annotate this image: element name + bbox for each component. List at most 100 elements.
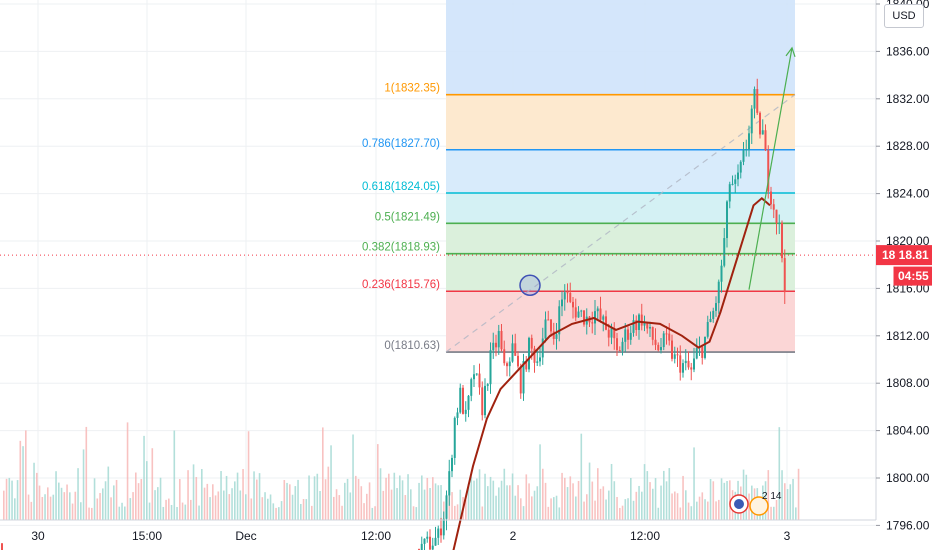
- candle-body: [767, 150, 770, 192]
- volume-bar: [415, 507, 418, 520]
- volume-bar: [385, 477, 387, 520]
- volume-bar: [192, 464, 195, 520]
- candle-body: [437, 528, 440, 538]
- volume-bar: [93, 478, 96, 520]
- volume-bar: [434, 483, 437, 520]
- candle-body: [508, 361, 511, 367]
- volume-bar: [269, 494, 272, 520]
- candle-body: [558, 306, 561, 335]
- candle-body: [613, 328, 616, 339]
- volume-bar: [36, 472, 38, 520]
- volume-bar: [63, 492, 66, 520]
- volume-bar: [429, 488, 431, 520]
- candle-body: [591, 322, 594, 324]
- volume-bar: [195, 477, 198, 520]
- candle-body: [693, 358, 695, 370]
- volume-bar: [632, 500, 635, 520]
- volume-bar: [162, 506, 165, 520]
- candle-body: [528, 337, 530, 370]
- volume-bar: [489, 476, 492, 520]
- volume-bar: [278, 507, 280, 520]
- volume-bar: [33, 462, 35, 520]
- volume-bar: [660, 485, 662, 520]
- volume-bar: [410, 489, 412, 520]
- candle-body: [756, 89, 759, 113]
- candle-body: [456, 412, 459, 418]
- volume-bar: [11, 480, 13, 520]
- candle-body: [536, 361, 539, 363]
- candle-body: [423, 538, 426, 544]
- volume-bar: [126, 422, 129, 520]
- volume-bar: [184, 504, 187, 520]
- volume-bar: [30, 501, 33, 520]
- volume-bar: [588, 462, 591, 520]
- candle-body: [654, 339, 657, 345]
- volume-bar: [616, 496, 618, 520]
- volume-bar: [82, 449, 85, 520]
- volume-bar: [696, 501, 698, 520]
- candle-body: [717, 281, 720, 304]
- volume-bar: [214, 495, 217, 520]
- volume-bar: [198, 505, 200, 520]
- price-tick-label: 1828.00: [886, 139, 930, 153]
- volume-bar: [201, 469, 203, 520]
- event-badge-label: 2 14: [762, 491, 782, 502]
- volume-bar: [272, 503, 275, 520]
- candle-body: [503, 349, 506, 364]
- projection-arrow[interactable]: [748, 47, 793, 290]
- candle-body: [583, 310, 585, 325]
- candle-body: [781, 222, 783, 259]
- highlight-circle[interactable]: [519, 274, 541, 296]
- time-axis[interactable]: 30 15:00 Dec 12:00 2 12:00 3: [0, 519, 876, 543]
- volume-bar: [234, 481, 236, 520]
- volume-bar: [580, 433, 583, 520]
- candle-body: [643, 321, 646, 326]
- volume-bar: [465, 499, 467, 520]
- currency-label: USD: [892, 10, 916, 22]
- candle-body: [679, 355, 682, 373]
- volume-bar: [687, 502, 690, 520]
- volume-bar: [459, 489, 462, 520]
- volume-bar: [256, 479, 258, 520]
- volume-bar: [115, 479, 118, 520]
- candle-body: [429, 536, 431, 550]
- candle-body: [673, 354, 676, 359]
- fibonacci-retracement[interactable]: 1(1832.35) 0.786(1827.70) 0.618(1824.05) 0.…: [362, 0, 796, 353]
- candle-body: [440, 528, 442, 536]
- volume-bar: [324, 479, 327, 520]
- candle-body: [646, 321, 649, 329]
- volume-bar: [613, 481, 616, 520]
- volume-bar: [572, 483, 574, 520]
- volume-bar: [19, 440, 22, 520]
- volume-bar: [327, 466, 330, 520]
- annotations[interactable]: 2 14: [0, 46, 876, 516]
- volume-bar: [316, 473, 319, 520]
- candle-body: [742, 150, 745, 162]
- volume-bar: [179, 479, 181, 520]
- volume-bar: [399, 475, 401, 520]
- candle-body: [759, 112, 761, 135]
- event-icon[interactable]: [749, 496, 769, 516]
- volume-bar: [69, 492, 71, 520]
- volume-bar: [335, 489, 338, 520]
- volume-bar: [129, 498, 132, 520]
- candle-body: [580, 310, 583, 312]
- price-axis[interactable]: 1840.001836.001832.001828.001824.001820.…: [875, 0, 932, 532]
- volume-bar: [668, 468, 671, 520]
- volume-bar: [586, 494, 588, 520]
- volume-bar: [236, 472, 239, 520]
- volume-bar: [451, 492, 453, 520]
- volume-bar: [685, 490, 687, 520]
- volume-bar: [594, 500, 596, 520]
- volume-bar: [778, 427, 781, 520]
- volume-bar: [294, 486, 297, 520]
- moving-average-line: [452, 196, 771, 550]
- candle-body: [569, 292, 572, 302]
- candle-body: [607, 329, 610, 338]
- time-tick-label: Dec: [235, 529, 256, 543]
- candle-body: [525, 360, 528, 370]
- candle-body: [426, 536, 429, 539]
- volume-bar: [297, 479, 299, 520]
- currency-selector[interactable]: USD: [884, 4, 924, 28]
